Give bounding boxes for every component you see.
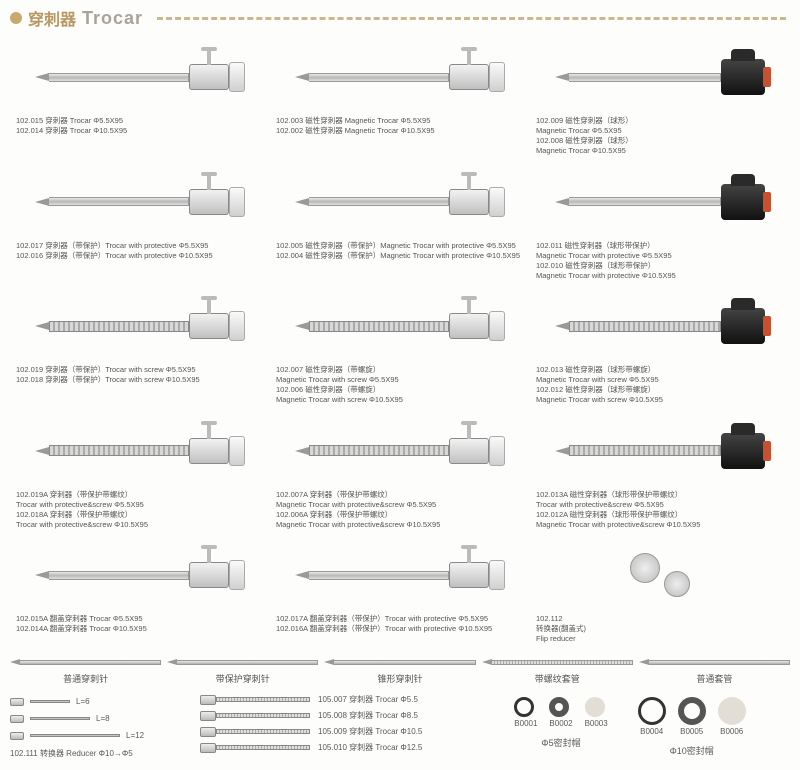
product-image — [536, 538, 784, 612]
seal-group-5: B0001 B0002 B0003 Φ5密封帽 — [514, 689, 607, 759]
needle-row: 普通穿刺针带保护穿刺针锥形穿刺针带螺纹套管普通套管 — [0, 648, 800, 689]
product-cell: 102.007 磁性穿刺器（带螺旋）Magnetic Trocar with s… — [270, 285, 530, 410]
product-cell: 102.003 磁性穿刺器 Magnetic Trocar Φ5.5X95102… — [270, 36, 530, 161]
needle-item: 锥形穿刺针 — [324, 656, 475, 685]
trocar-list-label: 105.009 穿刺器 Trocar Φ10.5 — [318, 726, 422, 737]
trocar-list-label: 105.008 穿刺器 Trocar Φ8.5 — [318, 710, 418, 721]
ring-icon — [549, 697, 569, 717]
product-cell: 102.013 磁性穿刺器（球形带螺旋）Magnetic Trocar with… — [530, 285, 790, 410]
product-image — [16, 40, 264, 114]
reducer-column: L=6 L=8 L=12 102.111 转换器 Reducer Φ10→Φ5 — [10, 689, 190, 759]
header-bullet-icon — [10, 12, 22, 24]
product-cell: 102.019A 穿刺器（带保护带螺纹）Trocar with protecti… — [10, 410, 270, 535]
product-caption: 102.013 磁性穿刺器（球形带螺旋）Magnetic Trocar with… — [536, 365, 784, 406]
product-caption: 102.019A 穿刺器（带保护带螺纹）Trocar with protecti… — [16, 490, 264, 531]
product-image — [16, 538, 264, 612]
page-header: 穿刺器 Trocar — [0, 0, 800, 34]
reducer-length: L=12 — [126, 731, 144, 740]
needle-label: 带螺纹套管 — [482, 672, 633, 685]
title-english: Trocar — [82, 8, 143, 29]
trocar-list-row: 105.009 穿刺器 Trocar Φ10.5 — [200, 726, 460, 737]
ring-icon — [585, 697, 605, 717]
product-caption: 102.009 磁性穿刺器（球形）Magnetic Trocar Φ5.5X95… — [536, 116, 784, 157]
product-image — [16, 289, 264, 363]
seal-code: B0003 — [585, 719, 608, 728]
product-caption: 102.005 磁性穿刺器（带保护）Magnetic Trocar with p… — [276, 241, 524, 261]
reducer-row: L=6 — [10, 697, 190, 706]
product-caption: 102.019 穿刺器（带保护）Trocar with screw Φ5.5X9… — [16, 365, 264, 385]
trocar-list: 105.007 穿刺器 Trocar Φ5.5 105.008 穿刺器 Troca… — [200, 689, 460, 759]
reducer-length: L=8 — [96, 714, 110, 723]
product-caption: 102.015A 翻盖穿刺器 Trocar Φ5.5X95102.014A 翻盖… — [16, 614, 264, 634]
product-caption: 102.017A 翻盖穿刺器（带保护）Trocar with protectiv… — [276, 614, 524, 634]
product-caption: 102.015 穿刺器 Trocar Φ5.5X95102.014 穿刺器 Tr… — [16, 116, 264, 136]
needle-label: 带保护穿刺针 — [167, 672, 318, 685]
product-caption: 102.011 磁性穿刺器（球形带保护）Magnetic Trocar with… — [536, 241, 784, 282]
trocar-list-row: 105.007 穿刺器 Trocar Φ5.5 — [200, 694, 460, 705]
product-image — [536, 289, 784, 363]
product-image — [276, 40, 524, 114]
seal-code: B0002 — [549, 719, 572, 728]
product-image — [16, 165, 264, 239]
product-image — [276, 538, 524, 612]
ring-icon — [638, 697, 666, 725]
seal-code: B0001 — [514, 719, 537, 728]
trocar-list-label: 105.010 穿刺器 Trocar Φ12.5 — [318, 742, 422, 753]
reducer-row: L=8 — [10, 714, 190, 723]
trocar-list-label: 105.007 穿刺器 Trocar Φ5.5 — [318, 694, 418, 705]
reducer-caption: 102.111 转换器 Reducer Φ10→Φ5 — [10, 748, 190, 759]
seal-title: Φ10密封帽 — [638, 744, 746, 757]
product-cell: 102.015 穿刺器 Trocar Φ5.5X95102.014 穿刺器 Tr… — [10, 36, 270, 161]
product-cell: 102.017A 翻盖穿刺器（带保护）Trocar with protectiv… — [270, 534, 530, 648]
needle-label: 普通套管 — [639, 672, 790, 685]
product-image — [536, 165, 784, 239]
header-dashes — [157, 17, 786, 20]
product-caption: 102.003 磁性穿刺器 Magnetic Trocar Φ5.5X95102… — [276, 116, 524, 136]
product-cell: 102.011 磁性穿刺器（球形带保护）Magnetic Trocar with… — [530, 161, 790, 286]
reducer-row: L=12 — [10, 731, 190, 740]
needle-label: 普通穿刺针 — [10, 672, 161, 685]
product-caption: 102.007 磁性穿刺器（带螺旋）Magnetic Trocar with s… — [276, 365, 524, 406]
product-image — [276, 165, 524, 239]
seal-code: B0006 — [718, 727, 746, 736]
trocar-list-row: 105.008 穿刺器 Trocar Φ8.5 — [200, 710, 460, 721]
reducer-length: L=6 — [76, 697, 90, 706]
product-cell: 102.009 磁性穿刺器（球形）Magnetic Trocar Φ5.5X95… — [530, 36, 790, 161]
needle-item: 带螺纹套管 — [482, 656, 633, 685]
seal-code: B0005 — [678, 727, 706, 736]
product-cell: 102.015A 翻盖穿刺器 Trocar Φ5.5X95102.014A 翻盖… — [10, 534, 270, 648]
product-caption: 102.013A 磁性穿刺器（球形带保护带螺纹）Trocar with prot… — [536, 490, 784, 531]
product-cell: 102.013A 磁性穿刺器（球形带保护带螺纹）Trocar with prot… — [530, 410, 790, 535]
ring-icon — [718, 697, 746, 725]
product-cell: 102.005 磁性穿刺器（带保护）Magnetic Trocar with p… — [270, 161, 530, 286]
needle-item: 带保护穿刺针 — [167, 656, 318, 685]
product-cell: 102.112转换器(翻盖式)Flip reducer — [530, 534, 790, 648]
product-caption: 102.007A 穿刺器（带保护带螺纹）Magnetic Trocar with… — [276, 490, 524, 531]
needle-item: 普通穿刺针 — [10, 656, 161, 685]
needle-item: 普通套管 — [639, 656, 790, 685]
seal-code: B0004 — [638, 727, 666, 736]
product-caption: 102.017 穿刺器（带保护）Trocar with protective Φ… — [16, 241, 264, 261]
ring-icon — [678, 697, 706, 725]
product-cell: 102.019 穿刺器（带保护）Trocar with screw Φ5.5X9… — [10, 285, 270, 410]
product-image — [276, 414, 524, 488]
product-image — [536, 414, 784, 488]
product-caption: 102.112转换器(翻盖式)Flip reducer — [536, 614, 784, 644]
seal-title: Φ5密封帽 — [514, 736, 607, 749]
product-cell: 102.007A 穿刺器（带保护带螺纹）Magnetic Trocar with… — [270, 410, 530, 535]
bottom-section: L=6 L=8 L=12 102.111 转换器 Reducer Φ10→Φ5 105… — [0, 689, 800, 765]
product-image — [16, 414, 264, 488]
product-cell: 102.017 穿刺器（带保护）Trocar with protective Φ… — [10, 161, 270, 286]
product-image — [276, 289, 524, 363]
seal-area: B0001 B0002 B0003 Φ5密封帽 B0004 B0005 B000… — [470, 689, 790, 759]
trocar-list-row: 105.010 穿刺器 Trocar Φ12.5 — [200, 742, 460, 753]
title-chinese: 穿刺器 — [28, 6, 76, 30]
needle-label: 锥形穿刺针 — [324, 672, 475, 685]
product-grid: 102.015 穿刺器 Trocar Φ5.5X95102.014 穿刺器 Tr… — [0, 34, 800, 648]
seal-group-10: B0004 B0005 B0006 Φ10密封帽 — [638, 689, 746, 759]
ring-icon — [514, 697, 534, 717]
product-image — [536, 40, 784, 114]
